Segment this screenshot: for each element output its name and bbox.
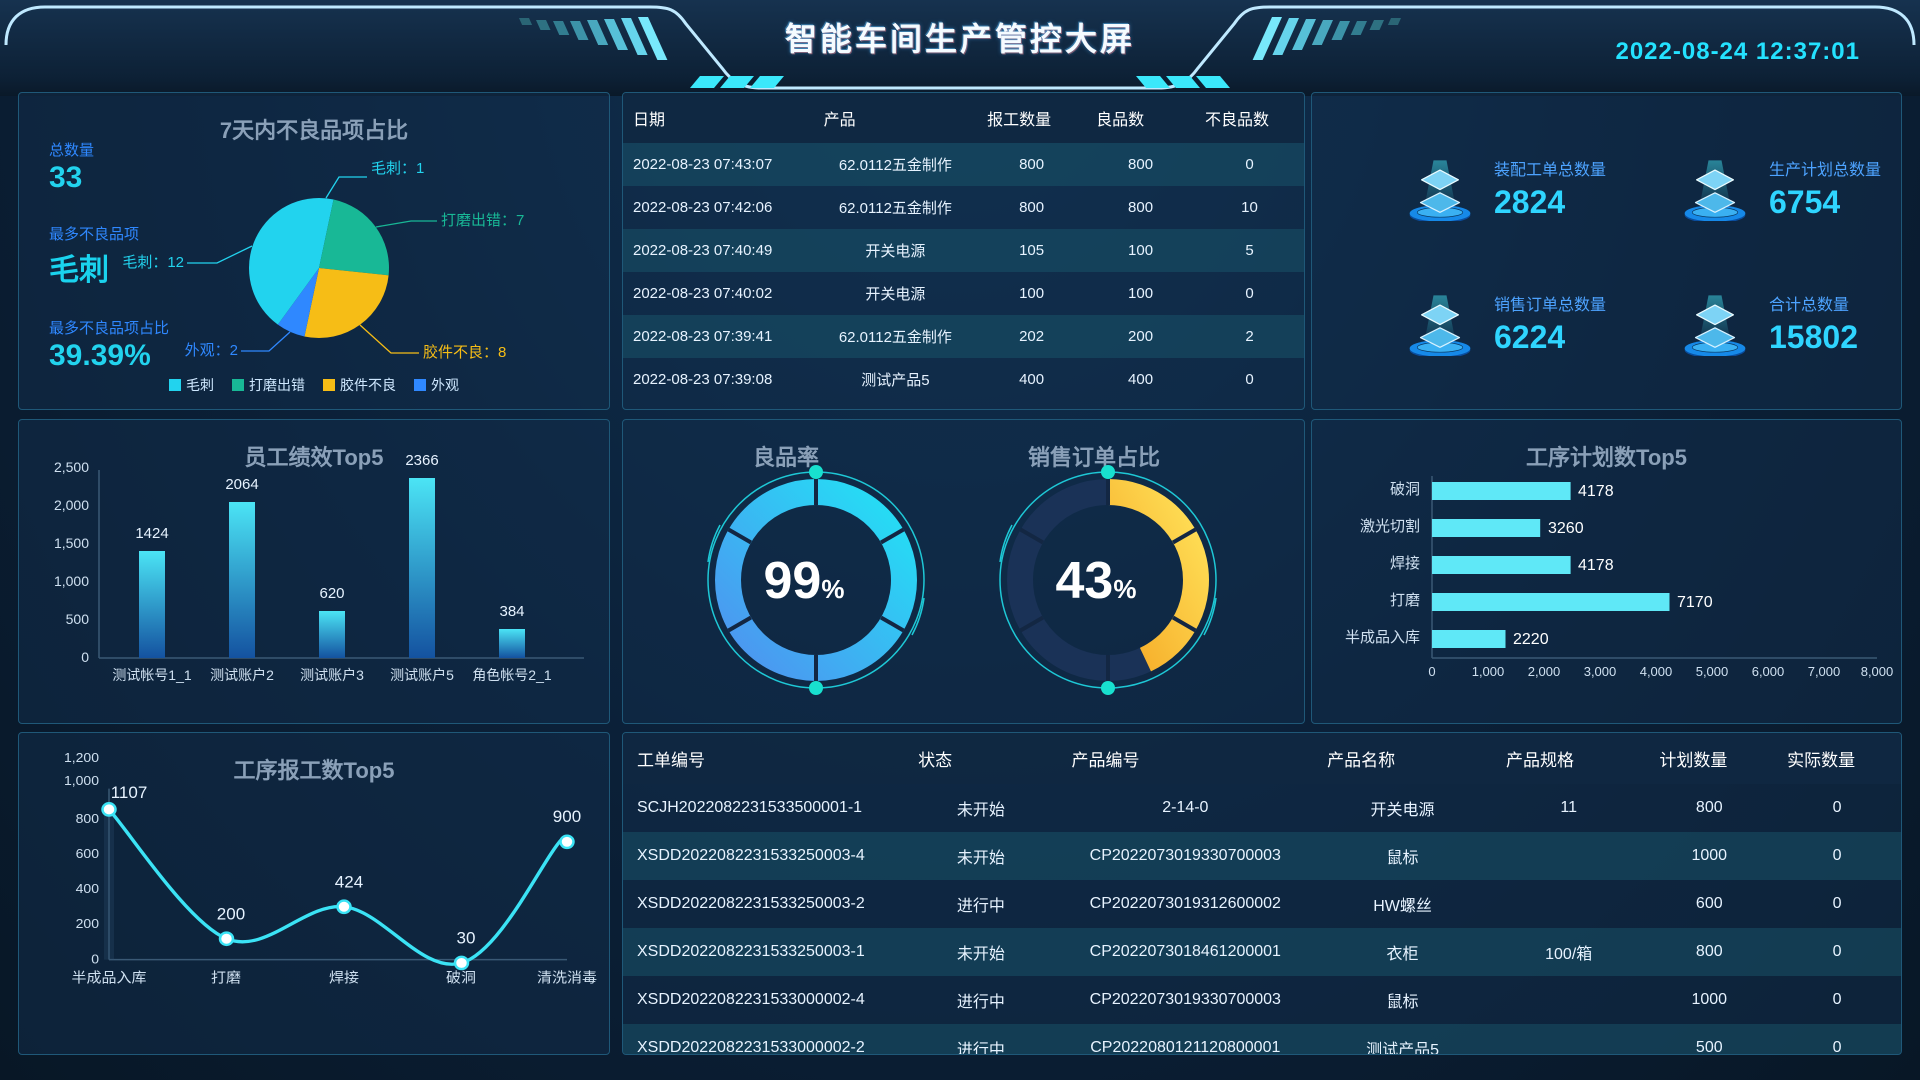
svg-text:外观：2: 外观：2 [185, 342, 238, 359]
svg-text:620: 620 [319, 585, 344, 602]
svg-text:0: 0 [81, 649, 89, 665]
svg-text:角色帐号2_1: 角色帐号2_1 [472, 667, 552, 683]
svg-text:4178: 4178 [1578, 483, 1614, 500]
svg-text:2,000: 2,000 [54, 497, 89, 513]
svg-text:43%: 43% [1056, 552, 1137, 610]
svg-text:2,000: 2,000 [1528, 664, 1561, 679]
svg-text:胶件不良：8: 胶件不良：8 [423, 344, 506, 361]
svg-text:7,000: 7,000 [1808, 664, 1841, 679]
svg-text:5,000: 5,000 [1696, 664, 1729, 679]
svg-text:384: 384 [499, 603, 524, 620]
svg-text:半成品入库: 半成品入库 [72, 970, 147, 987]
svg-text:打磨出错：7: 打磨出错：7 [441, 212, 524, 229]
svg-text:4178: 4178 [1578, 557, 1614, 574]
svg-text:8,000: 8,000 [1861, 664, 1894, 679]
svg-text:打磨: 打磨 [1390, 592, 1420, 609]
svg-text:99%: 99% [764, 552, 845, 610]
svg-text:3260: 3260 [1548, 520, 1584, 537]
svg-text:打磨: 打磨 [211, 970, 241, 987]
svg-text:1,000: 1,000 [64, 773, 99, 788]
svg-text:1,200: 1,200 [64, 751, 99, 765]
svg-text:清洗消毒: 清洗消毒 [537, 970, 597, 987]
svg-text:0: 0 [1428, 664, 1435, 679]
svg-text:7170: 7170 [1677, 594, 1713, 611]
svg-text:0: 0 [91, 952, 99, 967]
svg-text:2,500: 2,500 [54, 459, 89, 475]
svg-text:4,000: 4,000 [1640, 664, 1673, 679]
svg-text:2220: 2220 [1513, 631, 1549, 648]
svg-text:激光切割: 激光切割 [1360, 518, 1420, 535]
svg-text:424: 424 [335, 873, 363, 892]
svg-text:破洞: 破洞 [1390, 481, 1420, 498]
svg-text:焊接: 焊接 [1390, 555, 1420, 572]
svg-text:1,000: 1,000 [54, 573, 89, 589]
svg-text:焊接: 焊接 [329, 970, 359, 987]
svg-text:毛刺：1: 毛刺：1 [371, 160, 424, 177]
svg-text:1107: 1107 [111, 783, 148, 802]
svg-text:200: 200 [217, 905, 245, 924]
svg-text:1424: 1424 [135, 525, 168, 542]
svg-text:测试账户5: 测试账户5 [390, 667, 454, 683]
svg-text:毛刺：12: 毛刺：12 [122, 254, 184, 271]
svg-text:2366: 2366 [405, 452, 438, 469]
svg-text:测试帐号1_1: 测试帐号1_1 [112, 667, 192, 683]
svg-text:500: 500 [66, 611, 90, 627]
svg-text:900: 900 [553, 807, 581, 826]
svg-text:测试账户3: 测试账户3 [300, 667, 364, 683]
svg-text:1,500: 1,500 [54, 535, 89, 551]
svg-text:2064: 2064 [225, 476, 258, 493]
svg-text:30: 30 [457, 929, 476, 948]
svg-text:破洞: 破洞 [446, 970, 476, 987]
svg-text:测试账户2: 测试账户2 [210, 667, 274, 683]
svg-text:1,000: 1,000 [1472, 664, 1505, 679]
svg-text:400: 400 [76, 881, 100, 896]
svg-text:200: 200 [76, 917, 100, 932]
svg-text:半成品入库: 半成品入库 [1345, 629, 1420, 646]
svg-text:600: 600 [76, 846, 100, 861]
svg-text:3,000: 3,000 [1584, 664, 1617, 679]
svg-text:6,000: 6,000 [1752, 664, 1785, 679]
svg-text:800: 800 [76, 811, 100, 826]
